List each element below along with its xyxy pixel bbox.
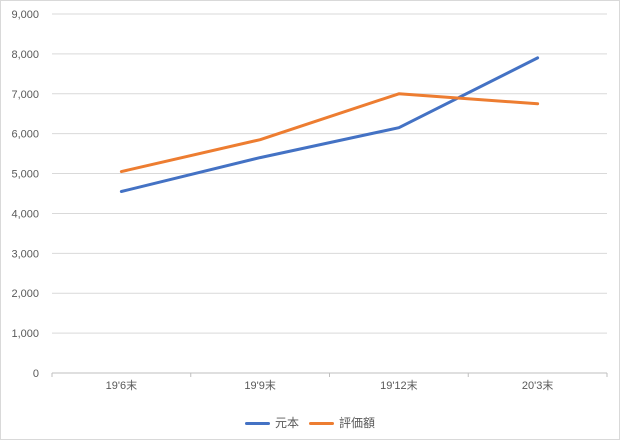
series-line-valuation <box>119 92 540 174</box>
y-axis-tick-label: 4,000 <box>11 208 39 220</box>
x-axis-tick-label: 19'6末 <box>106 378 137 392</box>
x-axis-tick-label: 20'3末 <box>522 378 553 392</box>
y-axis-tick-label: 9,000 <box>11 9 39 21</box>
x-axis-tick-label: 19'12末 <box>380 378 418 392</box>
y-axis-tick-label: 1,000 <box>11 328 39 340</box>
y-axis-tick-label: 0 <box>33 368 39 380</box>
y-axis-tick-label: 8,000 <box>11 49 39 61</box>
y-axis-tick-label: 7,000 <box>11 89 39 101</box>
y-axis-tick-label: 5,000 <box>11 169 39 181</box>
y-axis-tick-label: 2,000 <box>11 288 39 300</box>
series-line-principal <box>119 56 540 194</box>
y-axis-tick-label: 3,000 <box>11 248 39 260</box>
x-axis-tick-label: 19'9末 <box>244 378 275 392</box>
y-axis-tick-label: 6,000 <box>11 129 39 141</box>
